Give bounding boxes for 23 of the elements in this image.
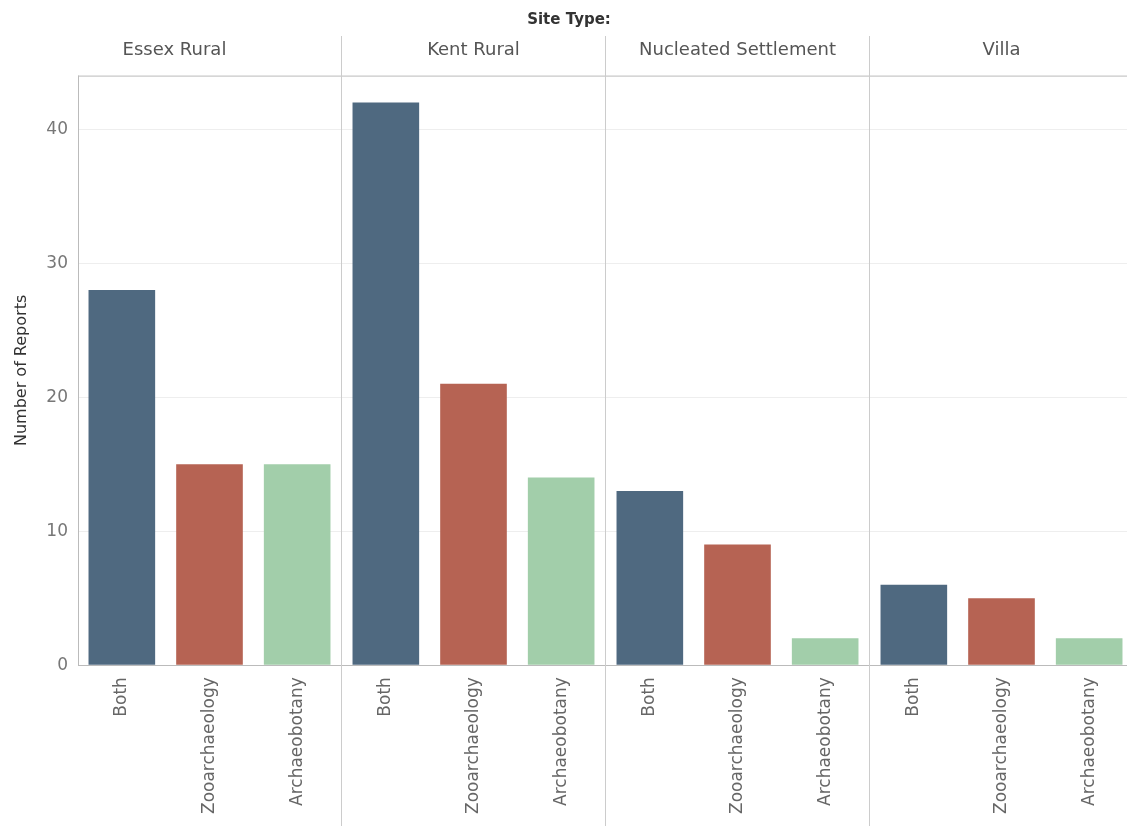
x-tick-label: Zooarchaeology (725, 677, 746, 814)
x-tick-label: Both (902, 677, 923, 717)
x-tick-label: Both (638, 677, 659, 717)
chart-title: Nucleated Settlement (639, 38, 836, 60)
y-tick-label: 30 (46, 251, 68, 272)
x-tick-label: Archaeobotany (285, 677, 306, 806)
x-tick-label: Both (374, 677, 395, 717)
x-tick-label: Archaeobotany (813, 677, 834, 806)
y-tick-label: 0 (57, 653, 68, 674)
chart-title: Essex Rural (122, 38, 227, 60)
x-tick-label: Archaeobotany (1077, 677, 1098, 806)
y-tick-label: 10 (46, 519, 68, 540)
y-tick-label: 40 (46, 117, 68, 138)
y-axis-title: Number of Reports (10, 294, 30, 446)
text: Site Type: (526, 10, 612, 28)
chart-title: Kent Rural (427, 38, 520, 60)
x-tick-label: Zooarchaeology (461, 677, 482, 814)
chart-title: Villa (982, 38, 1021, 60)
y-tick-label: 20 (46, 385, 68, 406)
x-tick-label: Zooarchaeology (989, 677, 1010, 814)
x-tick-label: Zooarchaeology (197, 677, 218, 814)
x-tick-label: Both (110, 677, 131, 717)
x-tick-label: Archaeobotany (549, 677, 570, 806)
